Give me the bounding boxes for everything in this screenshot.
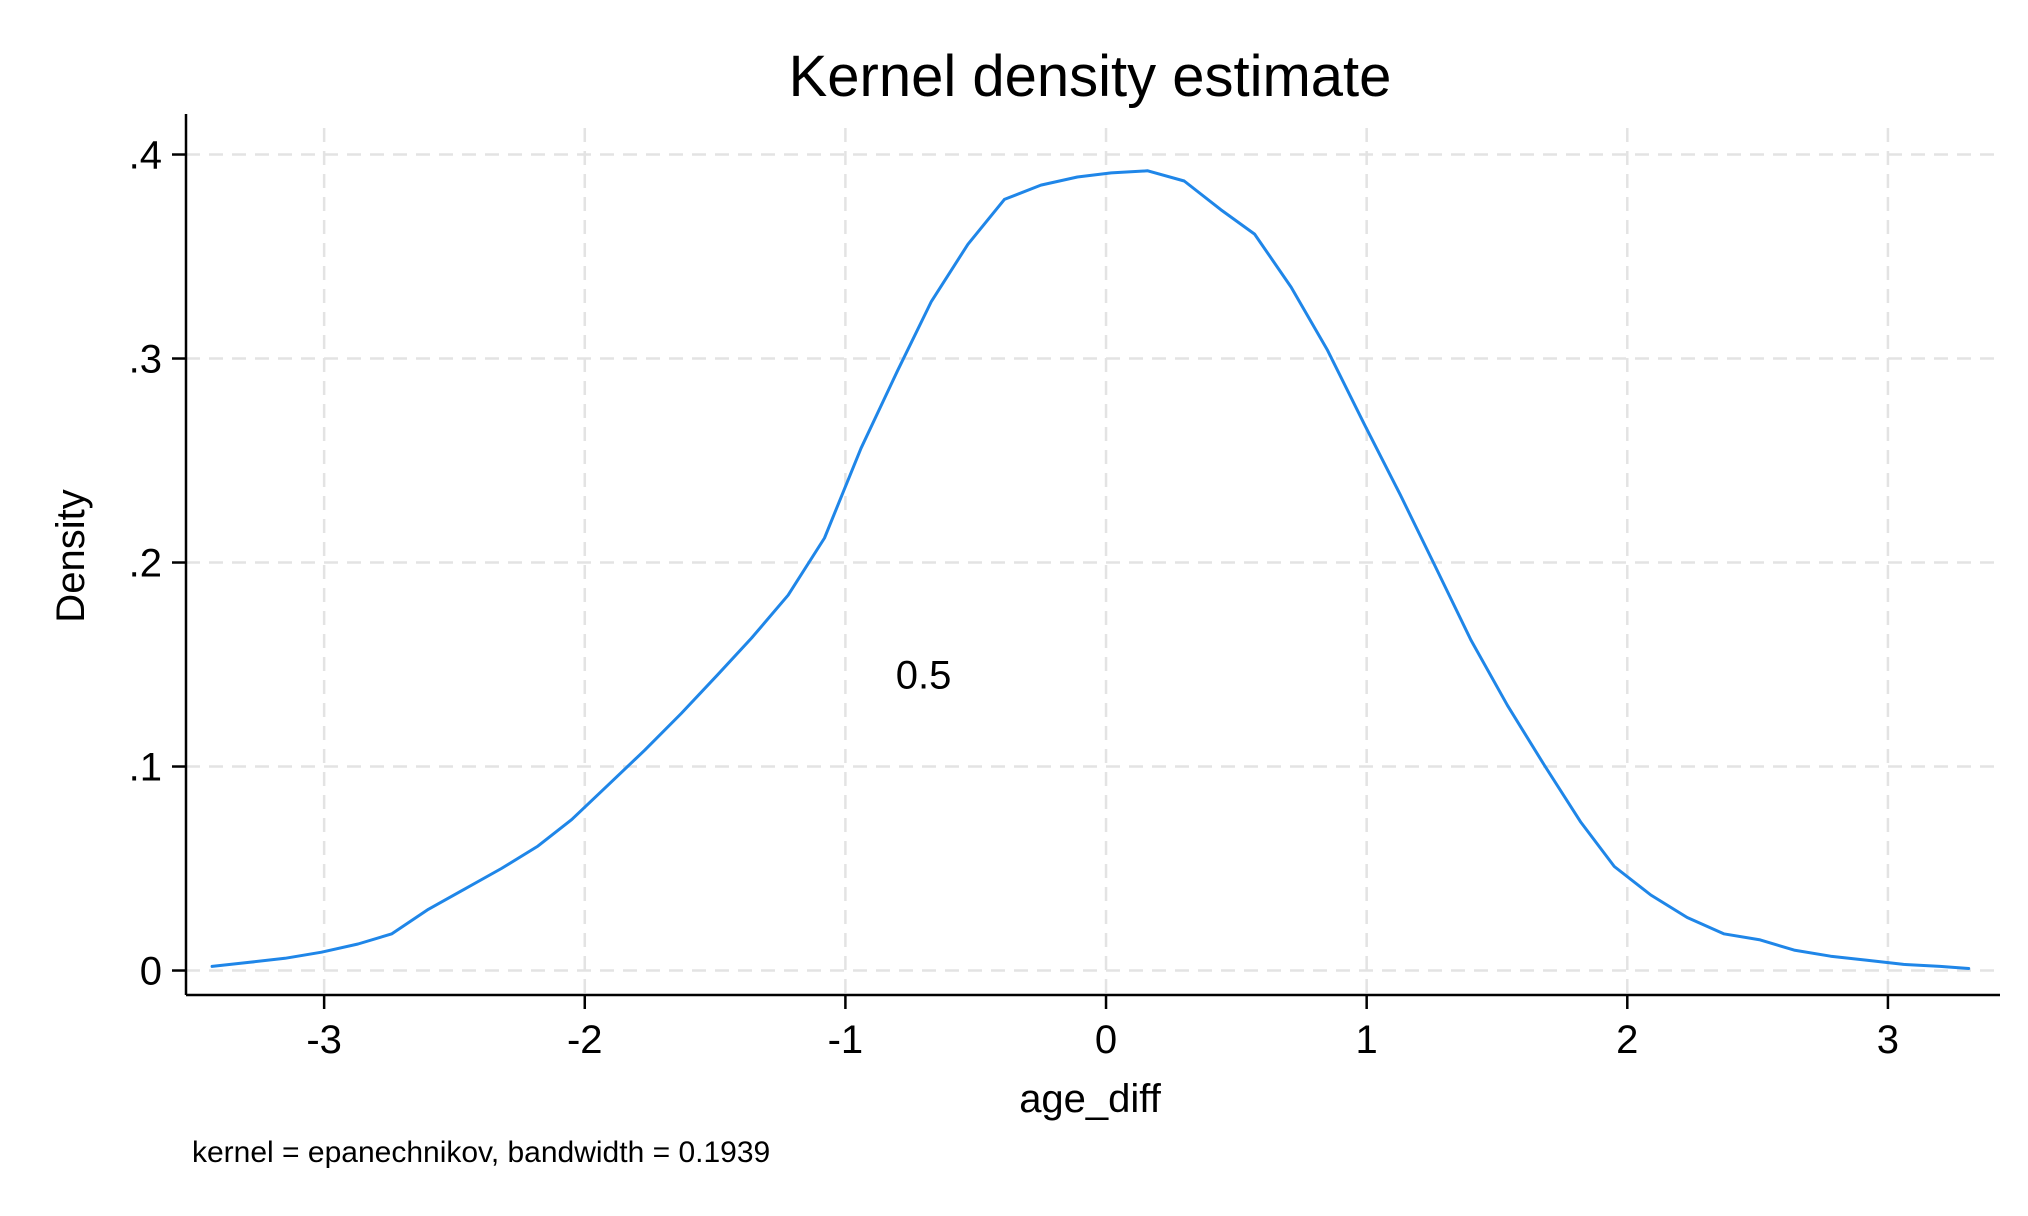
x-tick-label: -3	[306, 1018, 342, 1062]
grid-layer	[186, 128, 2000, 995]
y-axis-title: Density	[49, 489, 93, 622]
x-tick-label: -1	[828, 1018, 864, 1062]
y-tick-label: .4	[129, 134, 162, 178]
x-tick-label: 2	[1616, 1018, 1638, 1062]
axes-layer: 0 .1 .2 .3 .4 -3 -2 -1 0 1 2 3	[129, 114, 2000, 1062]
label-layer: Kernel density estimate age_diff Density…	[49, 44, 1391, 1169]
x-tick-label: -2	[567, 1018, 603, 1062]
y-tick-label: .1	[129, 746, 162, 790]
annotation-label: 0.5	[896, 654, 952, 698]
y-tick-label: .3	[129, 338, 162, 382]
chart-title: Kernel density estimate	[789, 44, 1392, 109]
density-line	[210, 169, 1971, 970]
y-tick-label: .2	[129, 542, 162, 586]
x-tick-label: 1	[1356, 1018, 1378, 1062]
y-tick-label: 0	[140, 950, 162, 994]
x-tick-label: 0	[1095, 1018, 1117, 1062]
x-tick-label: 3	[1877, 1018, 1899, 1062]
chart-note: kernel = epanechnikov, bandwidth = 0.193…	[192, 1136, 770, 1169]
series-layer	[210, 169, 1971, 970]
x-axis-title: age_diff	[1019, 1077, 1162, 1121]
